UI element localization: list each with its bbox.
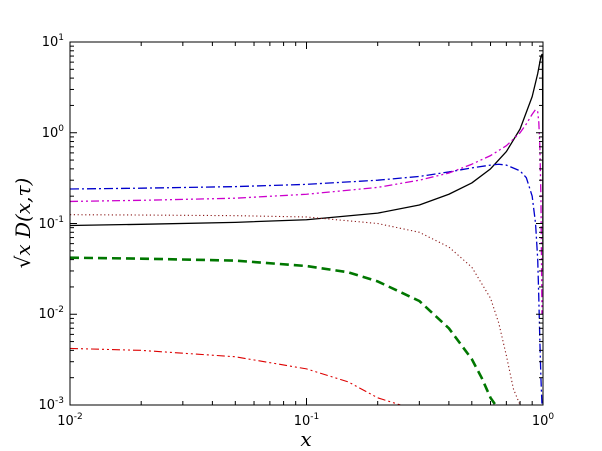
x-tick-1-base: 10	[294, 414, 311, 429]
svg-text:100: 100	[42, 124, 65, 141]
x-tick-1-exp: -1	[310, 412, 319, 422]
x-tick-2-base: 10	[532, 414, 549, 429]
svg-text:10-1: 10-1	[294, 412, 320, 429]
y-tick-label-1: 10-2	[38, 305, 64, 322]
x-tick-label-0: 10-2	[57, 412, 83, 429]
svg-text:10-1: 10-1	[38, 215, 64, 232]
series-line-1	[70, 163, 543, 405]
svg-text:10-3: 10-3	[38, 396, 64, 413]
series-line-2	[70, 108, 543, 315]
y-tick-label-3: 100	[42, 124, 65, 141]
x-axis-label: x	[300, 427, 311, 451]
x-tick-label-1: 10-1	[294, 412, 320, 429]
x-tick-2-exp: 0	[548, 412, 554, 422]
y-tick-1-exp: -2	[55, 305, 64, 315]
y-tick-0-exp: -3	[55, 396, 64, 406]
x-tick-0-base: 10	[57, 414, 74, 429]
x-tick-label-2: 100	[532, 412, 555, 429]
y-tick-3-exp: 0	[58, 124, 64, 134]
y-tick-4-exp: 1	[58, 33, 64, 43]
series-line-3	[70, 214, 521, 405]
tick-layer	[69, 41, 544, 406]
svg-text:10-2: 10-2	[57, 412, 83, 429]
y-tick-label-4: 101	[42, 33, 64, 50]
y-tick-label-0: 10-3	[38, 396, 64, 413]
y-tick-4-base: 10	[42, 35, 59, 50]
y-tick-0-base: 10	[38, 398, 55, 413]
y-tick-2-base: 10	[38, 217, 55, 232]
series-layer	[70, 53, 543, 405]
svg-text:10-2: 10-2	[38, 305, 64, 322]
y-tick-label-2: 10-1	[38, 215, 64, 232]
series-line-5	[70, 347, 401, 405]
svg-text:100: 100	[532, 412, 555, 429]
y-tick-2-exp: -1	[55, 215, 64, 225]
svg-text:101: 101	[42, 33, 64, 50]
series-line-0	[70, 53, 543, 271]
y-axis-label: √x D(x,τ)	[11, 178, 35, 269]
x-tick-0-exp: -2	[74, 412, 83, 422]
y-tick-1-base: 10	[38, 307, 55, 322]
y-tick-3-base: 10	[42, 126, 59, 141]
